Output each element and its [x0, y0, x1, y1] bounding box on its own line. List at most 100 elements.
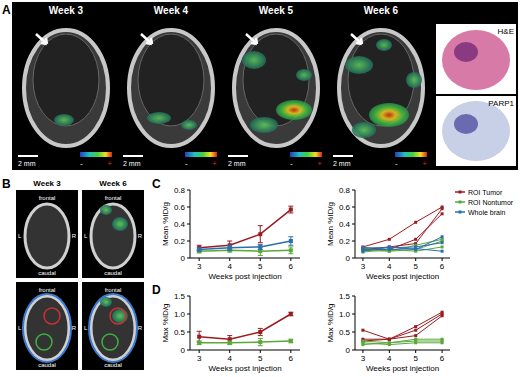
marker — [441, 245, 444, 248]
skull — [339, 30, 423, 146]
marker — [414, 329, 417, 332]
x-tick — [415, 350, 416, 353]
marker — [414, 325, 417, 328]
y-tick — [187, 190, 190, 191]
error-cap — [258, 335, 263, 336]
error-bar — [197, 248, 202, 251]
uptake — [376, 39, 392, 51]
y-tick — [352, 350, 355, 351]
y-tick-label: 1.0 — [339, 310, 351, 319]
error-cap — [258, 244, 263, 245]
week-title: Week 3 — [33, 179, 61, 188]
error-cap — [288, 236, 293, 237]
y-tick-label: 1.5 — [174, 292, 186, 301]
marker — [388, 238, 391, 241]
week-title: Week 5 — [259, 5, 294, 16]
skull — [234, 30, 318, 146]
brain — [138, 34, 204, 126]
roi-nontumor — [102, 334, 118, 350]
y-tick-label: 0.6 — [339, 203, 351, 212]
y-tick — [187, 332, 190, 333]
marker — [197, 341, 201, 345]
colorbar — [395, 152, 427, 157]
y-tick — [352, 224, 355, 225]
pet-image: Week 52 mm-+ — [228, 5, 322, 168]
marker — [258, 245, 262, 249]
panel-a: AWeek 32 mm-+Week 42 mm-+Week 52 mm-+Wee… — [2, 2, 518, 170]
colorbar-min: - — [395, 159, 398, 168]
x-tick-label: 5 — [258, 354, 263, 363]
legend-label: ROI Tumor — [468, 189, 503, 196]
series-line — [363, 214, 442, 250]
uptake — [100, 205, 112, 215]
y-tick — [187, 207, 190, 208]
error-cap — [288, 245, 293, 246]
axial-image: frontalcaudalLR — [82, 190, 144, 278]
uptake — [181, 120, 197, 130]
week-title: Week 3 — [49, 5, 84, 16]
x-tick-label: 3 — [197, 262, 202, 271]
histology-bg — [436, 96, 516, 166]
marker — [414, 238, 417, 241]
legend-swatch — [455, 201, 465, 203]
roi-tumor — [44, 308, 60, 324]
x-tick — [442, 350, 443, 353]
marker — [441, 250, 444, 253]
image-background — [16, 282, 78, 370]
orientation-label: R — [138, 233, 143, 239]
series-line — [363, 207, 442, 247]
marker — [289, 208, 293, 212]
colorbar-max: + — [317, 159, 322, 168]
parp1-tumor — [454, 114, 478, 134]
skull — [25, 204, 69, 268]
error-bar — [288, 247, 293, 254]
orientation-label: R — [138, 325, 143, 331]
legend-swatch — [455, 211, 465, 213]
y-tick-label: 0 — [346, 254, 351, 263]
scale-bar — [18, 155, 38, 157]
x-tick — [389, 350, 390, 353]
y-tick-label: 0.2 — [174, 237, 186, 246]
marker — [258, 330, 262, 334]
image-background — [12, 2, 518, 170]
colorbar-min: - — [185, 159, 188, 168]
panel-letter: B — [2, 177, 11, 191]
x-tick — [260, 350, 261, 353]
error-cap — [258, 345, 263, 346]
marker — [361, 343, 364, 346]
plot-area — [361, 206, 443, 254]
arrow — [246, 34, 257, 44]
x-axis-label: Weeks post injection — [366, 272, 439, 281]
x-tick-label: 4 — [387, 354, 392, 363]
y-tick — [187, 296, 190, 297]
y-tick — [352, 207, 355, 208]
x-tick — [199, 350, 200, 353]
image-background — [82, 190, 144, 278]
error-bar — [227, 241, 232, 250]
y-tick-label: 1.0 — [174, 310, 186, 319]
x-tick-label: 3 — [197, 354, 202, 363]
orientation-label: R — [72, 325, 77, 331]
image-background — [82, 282, 144, 370]
pet-image: Week 42 mm-+ — [123, 5, 217, 168]
error-bar — [197, 341, 202, 345]
error-cap — [288, 246, 293, 247]
marker — [388, 338, 391, 341]
error-cap — [258, 338, 263, 339]
error-bar — [258, 244, 263, 249]
chart: C00.20.40.60.83456Weeks post injectionMe… — [152, 177, 300, 281]
x-tick — [229, 350, 230, 353]
error-cap — [258, 242, 263, 243]
error-bar — [288, 312, 293, 316]
marker — [414, 248, 417, 251]
error-bar — [288, 237, 293, 246]
legend-marker — [459, 191, 462, 194]
series-line — [363, 341, 442, 345]
brain — [348, 34, 414, 126]
x-axis-label: Weeks post injection — [366, 364, 439, 373]
orientation-label: R — [72, 233, 77, 239]
series-line — [363, 316, 442, 339]
error-bar — [258, 328, 263, 335]
scale-label: 2 mm — [228, 160, 246, 167]
marker — [228, 246, 232, 250]
